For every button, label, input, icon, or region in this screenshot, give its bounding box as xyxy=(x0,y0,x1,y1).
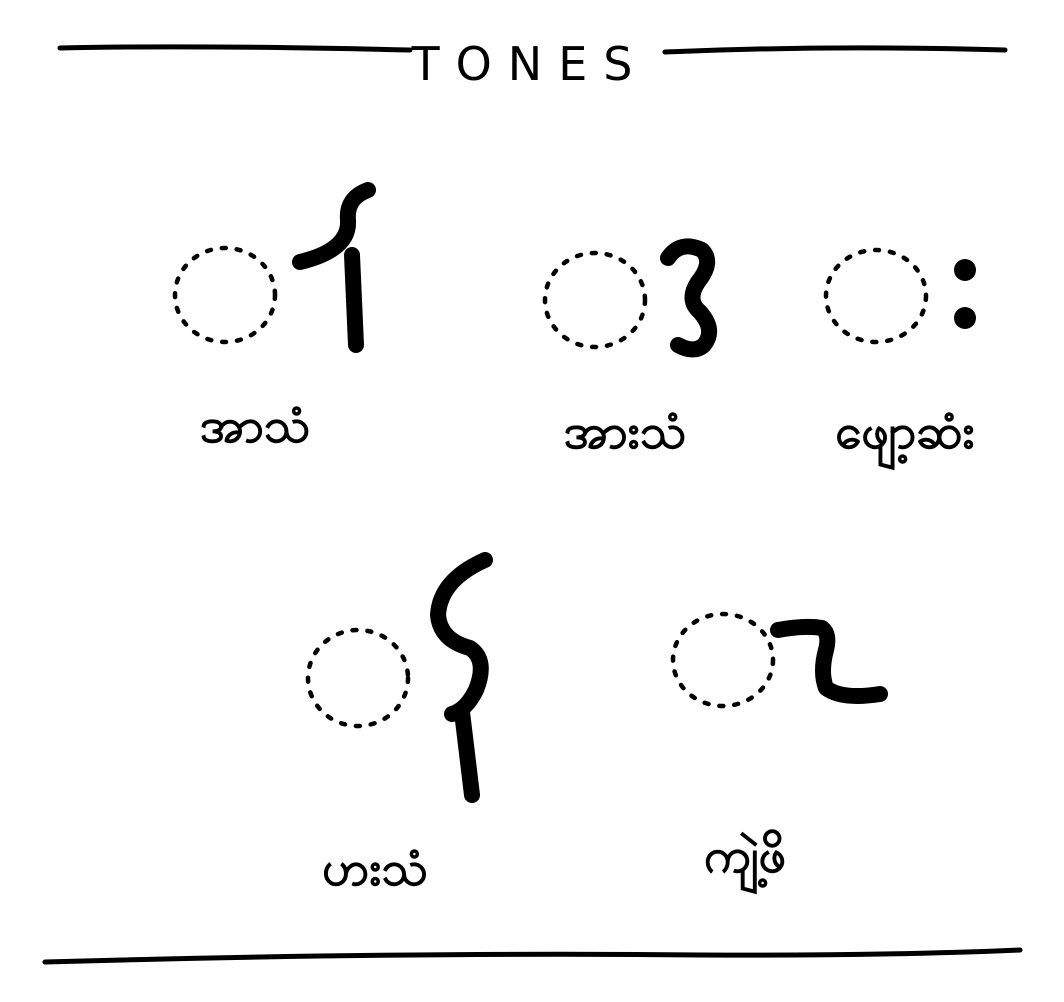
tone-item-1: အာသံ xyxy=(172,182,376,454)
footer-rule xyxy=(42,947,1023,965)
tone-mark-aa-yay-icon xyxy=(660,238,718,358)
placeholder-circle xyxy=(542,250,648,350)
tone-label-5: ကျဲ့ဖိ xyxy=(704,827,786,895)
tone-label-2: အားသံ xyxy=(564,404,686,460)
tone-mark-aa-icon xyxy=(292,182,376,353)
tone-item-4: ဟးသံ xyxy=(305,552,493,897)
placeholder-circle xyxy=(823,247,929,345)
tone-mark-kya-icon xyxy=(770,618,888,704)
tone-item-3: ဖျော့ဆံး xyxy=(823,247,976,471)
tone-mark-ha-icon xyxy=(430,552,493,803)
placeholder-circle xyxy=(172,245,278,345)
tone-item-5: ကျဲ့ဖိ xyxy=(670,611,888,895)
placeholder-circle xyxy=(670,611,776,709)
visarga-icon xyxy=(954,259,976,281)
header: TONES xyxy=(57,37,1008,91)
tone-label-4: ဟးသံ xyxy=(322,841,428,897)
tone-label-1: အာသံ xyxy=(200,398,310,454)
page-title: TONES xyxy=(411,37,649,91)
tone-label-3: ဖျော့ဆံး xyxy=(835,404,974,471)
header-rule-right xyxy=(662,45,1008,55)
tone-item-2: အားသံ xyxy=(542,238,718,460)
visarga-dot-lower xyxy=(954,307,976,329)
header-rule-left xyxy=(57,44,413,53)
placeholder-circle xyxy=(305,627,411,729)
